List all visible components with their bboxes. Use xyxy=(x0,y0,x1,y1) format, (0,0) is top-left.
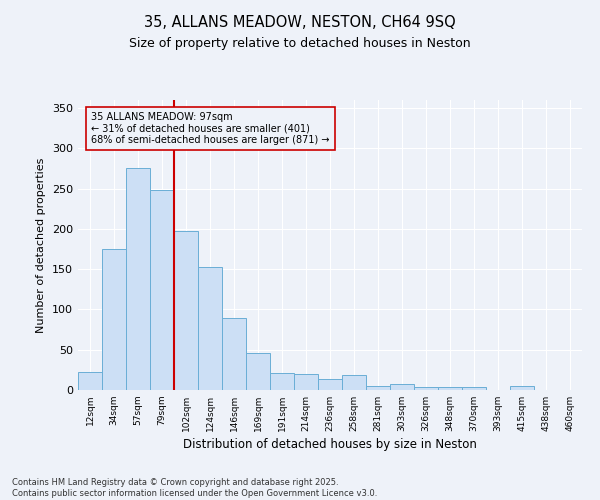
Bar xyxy=(78,372,102,390)
Bar xyxy=(342,374,366,390)
Bar xyxy=(294,374,318,390)
Bar xyxy=(318,378,342,390)
Bar xyxy=(414,387,438,390)
Text: 35, ALLANS MEADOW, NESTON, CH64 9SQ: 35, ALLANS MEADOW, NESTON, CH64 9SQ xyxy=(144,15,456,30)
Text: 35 ALLANS MEADOW: 97sqm
← 31% of detached houses are smaller (401)
68% of semi-d: 35 ALLANS MEADOW: 97sqm ← 31% of detache… xyxy=(91,112,330,146)
Bar xyxy=(102,249,126,390)
Bar xyxy=(198,267,222,390)
Y-axis label: Number of detached properties: Number of detached properties xyxy=(37,158,46,332)
Bar xyxy=(270,373,294,390)
Bar xyxy=(390,384,414,390)
Bar xyxy=(246,353,270,390)
Bar xyxy=(150,190,174,390)
Bar xyxy=(510,386,534,390)
Bar xyxy=(222,318,246,390)
Bar xyxy=(462,387,486,390)
Text: Size of property relative to detached houses in Neston: Size of property relative to detached ho… xyxy=(129,38,471,51)
X-axis label: Distribution of detached houses by size in Neston: Distribution of detached houses by size … xyxy=(183,438,477,451)
Text: Contains HM Land Registry data © Crown copyright and database right 2025.
Contai: Contains HM Land Registry data © Crown c… xyxy=(12,478,377,498)
Bar xyxy=(126,168,150,390)
Bar xyxy=(438,387,462,390)
Bar xyxy=(174,230,198,390)
Bar xyxy=(366,386,390,390)
